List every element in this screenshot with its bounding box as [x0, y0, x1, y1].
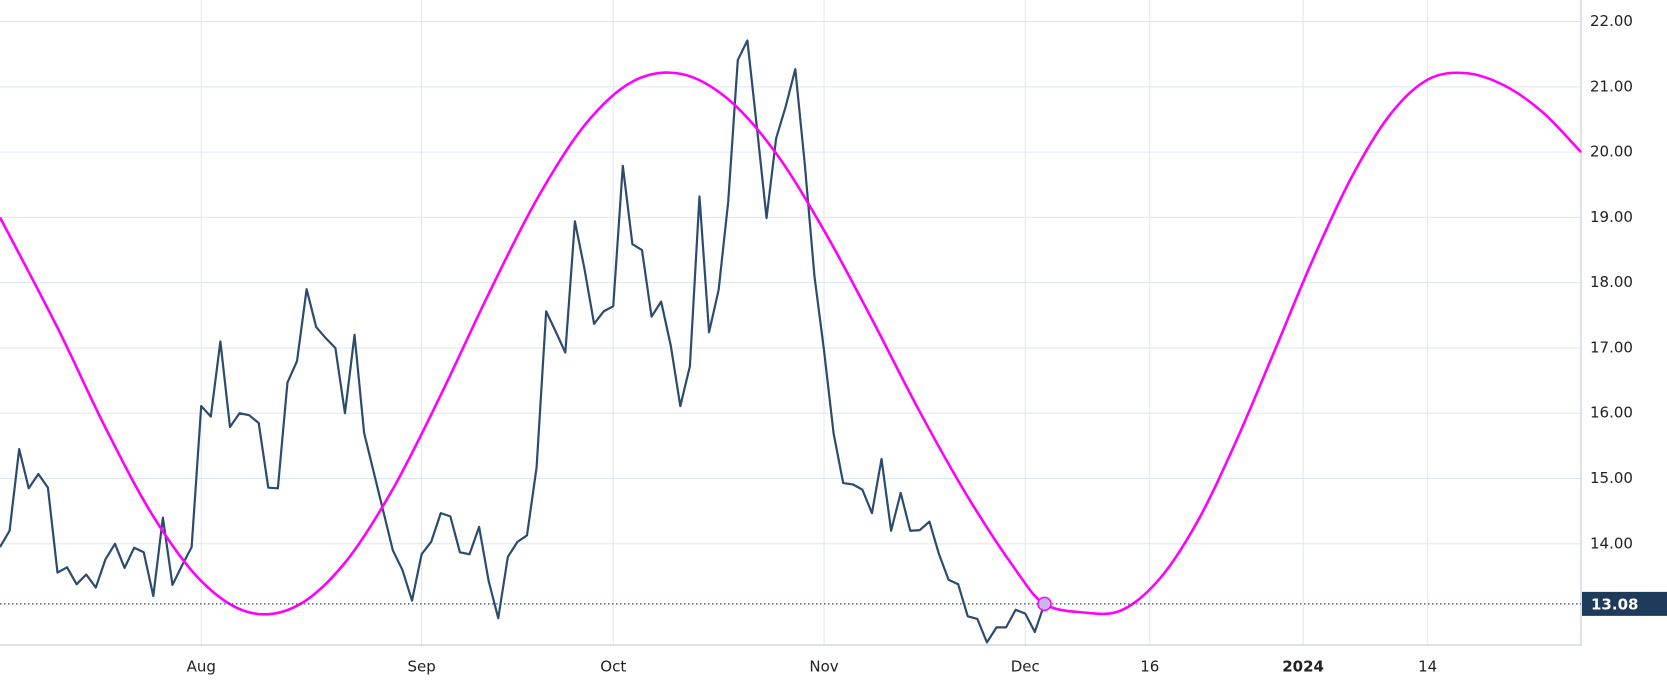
x-tick-label: 14 [1418, 658, 1437, 676]
y-tick-label: 19.00 [1590, 208, 1633, 226]
x-tick-label: 2024 [1282, 658, 1324, 676]
x-tick-label: Dec [1011, 658, 1040, 676]
x-tick-label: Aug [187, 658, 216, 676]
y-tick-label: 15.00 [1590, 469, 1633, 487]
x-tick-label: 16 [1140, 658, 1159, 676]
y-tick-label: 14.00 [1590, 534, 1633, 552]
x-tick-label: Nov [809, 658, 838, 676]
last-value-label: 13.08 [1591, 595, 1638, 613]
x-tick-label: Sep [407, 658, 435, 676]
y-tick-label: 22.00 [1590, 12, 1633, 30]
series-line [0, 39, 1046, 644]
y-tick-label: 17.00 [1590, 338, 1633, 356]
y-tick-label: 21.00 [1590, 77, 1633, 95]
y-tick-label: 20.00 [1590, 143, 1633, 161]
last-value-box [1582, 591, 1667, 616]
series-line [0, 71, 1582, 616]
last-point-marker [1037, 596, 1052, 612]
y-tick-label: 18.00 [1590, 273, 1633, 291]
x-tick-label: Oct [600, 658, 626, 676]
y-tick-label: 16.00 [1590, 404, 1633, 422]
